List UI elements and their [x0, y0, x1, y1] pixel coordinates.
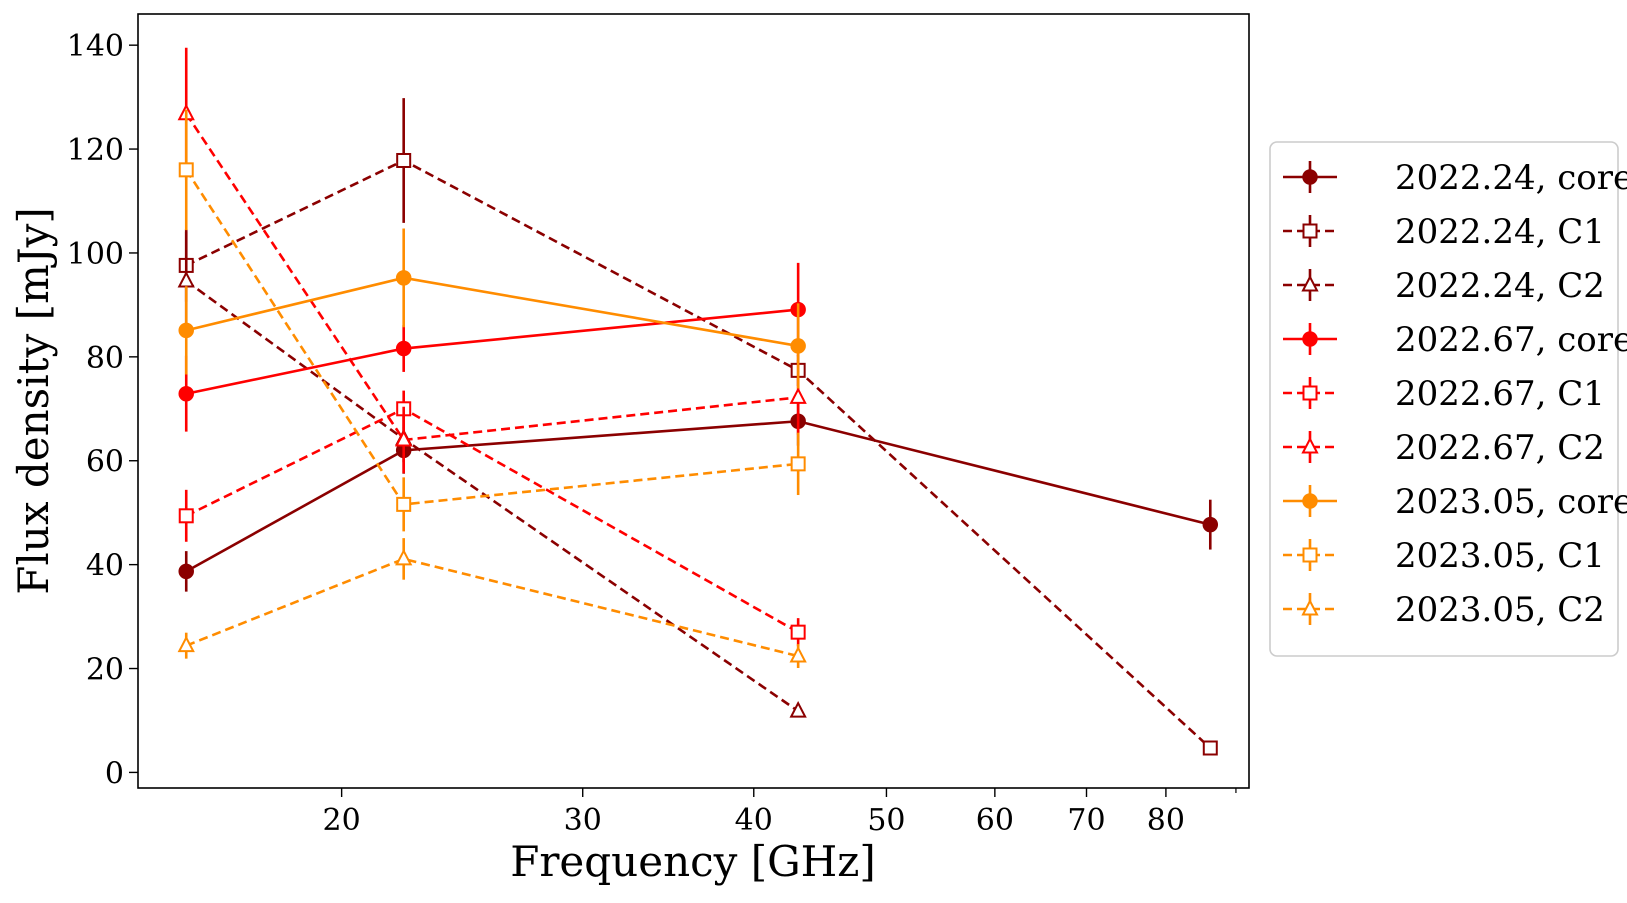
x-tick-label: 20: [323, 803, 361, 838]
y-axis-label: Flux density [mJy]: [9, 207, 58, 595]
data-point: [178, 162, 194, 178]
legend-label: 2022.24, core: [1395, 158, 1627, 198]
legend-item-7: 2023.05, C1: [1283, 536, 1605, 576]
x-tick-label: 60: [976, 803, 1014, 838]
series-1: [178, 98, 1218, 756]
x-axis-ticks: 20 30 40 50 60 70 80: [323, 788, 1237, 838]
legend-label: 2022.24, C2: [1395, 266, 1605, 306]
data-point: [790, 456, 806, 472]
legend-marker: [1302, 223, 1318, 239]
x-tick-label: 40: [735, 803, 773, 838]
x-tick-label: 70: [1067, 803, 1105, 838]
data-point: [789, 387, 807, 404]
legend-item-6: 2023.05, core: [1283, 482, 1627, 522]
x-tick-label: 80: [1147, 803, 1185, 838]
y-axis-ticks: 0 20 40 60 80 100 120 140: [67, 29, 138, 791]
x-tick-label: 30: [564, 803, 602, 838]
data-point: [790, 624, 806, 640]
legend-marker: [1302, 385, 1318, 401]
y-tick-label: 20: [86, 653, 124, 688]
data-point: [395, 429, 413, 447]
series-5: [177, 47, 807, 474]
legend-label: 2022.67, C2: [1395, 428, 1605, 468]
legend-label: 2022.67, core: [1395, 320, 1627, 360]
legend-item-0: 2022.24, core: [1283, 158, 1627, 198]
data-point: [396, 496, 412, 512]
legend-label: 2023.05, C2: [1395, 590, 1605, 630]
data-point: [178, 508, 194, 524]
legend-marker: [1301, 598, 1319, 616]
y-tick-label: 40: [86, 549, 124, 584]
legend-marker: [1302, 493, 1318, 509]
data-point: [395, 548, 413, 566]
x-tick-label: 50: [867, 803, 905, 838]
x-axis-label: Frequency [GHz]: [510, 837, 876, 886]
legend-item-3: 2022.67, core: [1283, 320, 1627, 360]
series-line: [185, 159, 1212, 749]
series-line: [185, 308, 799, 396]
data-point: [1202, 740, 1218, 756]
legend-label: 2023.05, core: [1395, 482, 1627, 522]
data-point: [177, 270, 195, 288]
data-point: [395, 270, 412, 286]
legend: 2022.24, core 2022.24, C1 2022.24, C2 2022.…: [1269, 141, 1627, 657]
legend-label: 2022.24, C1: [1395, 212, 1605, 252]
data-point: [789, 700, 807, 718]
series-line: [185, 113, 799, 442]
legend-item-8: 2023.05, C2: [1283, 590, 1605, 630]
data-point: [790, 338, 806, 354]
y-tick-label: 140: [67, 29, 124, 64]
plot-frame: [137, 13, 1250, 789]
legend-box: [1269, 141, 1619, 657]
series-7: [178, 109, 806, 532]
series-0: [178, 396, 1219, 592]
data-point: [178, 322, 194, 339]
legend-marker: [1301, 436, 1319, 454]
data-point: [177, 635, 195, 653]
data-point: [395, 340, 412, 357]
legend-label: 2023.05, C1: [1395, 536, 1605, 576]
legend-item-2: 2022.24, C2: [1283, 266, 1605, 306]
legend-marker: [1302, 331, 1318, 347]
series-8: [177, 538, 807, 669]
legend-marker: [1301, 274, 1319, 292]
series-layer: [177, 47, 1219, 756]
y-tick-label: 60: [86, 445, 124, 480]
legend-item-1: 2022.24, C1: [1283, 212, 1605, 252]
series-6: [178, 228, 806, 389]
y-tick-label: 100: [67, 237, 124, 272]
y-tick-label: 120: [67, 133, 124, 168]
legend-items: 2022.24, core 2022.24, C1 2022.24, C2 2022.…: [1283, 158, 1627, 630]
data-point: [789, 645, 807, 663]
data-point: [1202, 516, 1219, 533]
legend-item-4: 2022.67, C1: [1283, 374, 1605, 414]
legend-marker: [1302, 547, 1318, 563]
y-tick-label: 0: [105, 756, 124, 791]
legend-item-5: 2022.67, C2: [1283, 428, 1605, 468]
data-point: [396, 152, 412, 168]
y-tick-label: 80: [86, 341, 124, 376]
series-line: [185, 419, 1211, 573]
data-point: [178, 385, 194, 402]
legend-label: 2022.67, C1: [1395, 374, 1605, 414]
series-line: [185, 557, 799, 658]
legend-marker: [1302, 169, 1318, 185]
data-point: [178, 563, 194, 580]
series-line: [185, 279, 799, 713]
